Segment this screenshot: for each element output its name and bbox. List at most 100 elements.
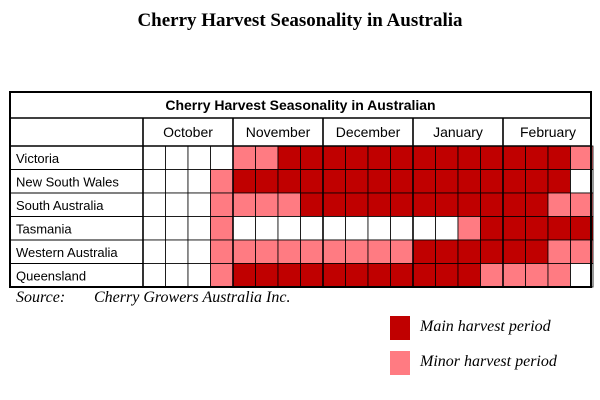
harvest-cells <box>142 145 594 288</box>
harvest-cell <box>165 192 189 217</box>
harvest-cell <box>502 169 526 194</box>
harvest-cell <box>480 145 504 170</box>
harvest-cell <box>277 263 301 288</box>
harvest-cell <box>300 216 324 241</box>
harvest-cell <box>547 263 571 288</box>
harvest-cell <box>367 216 391 241</box>
harvest-cell <box>525 145 549 170</box>
harvest-cell <box>457 169 481 194</box>
harvest-cell <box>502 145 526 170</box>
harvest-cell <box>187 169 211 194</box>
harvest-cell <box>165 169 189 194</box>
harvest-cell <box>390 192 414 217</box>
harvest-cell <box>547 192 571 217</box>
harvest-cell <box>480 192 504 217</box>
harvest-cell <box>367 239 391 264</box>
harvest-cell <box>142 192 166 217</box>
harvest-cell <box>435 239 459 264</box>
harvest-cell <box>322 263 346 288</box>
harvest-cell <box>547 216 571 241</box>
harvest-cell <box>300 169 324 194</box>
harvest-cell <box>187 239 211 264</box>
harvest-cell <box>412 239 436 264</box>
harvest-cell <box>525 263 549 288</box>
harvest-cell <box>570 263 594 288</box>
harvest-cell <box>480 216 504 241</box>
page-title: Cherry Harvest Seasonality in Australia <box>137 10 463 31</box>
harvest-cell <box>435 192 459 217</box>
harvest-cell <box>322 192 346 217</box>
harvest-cell <box>142 263 166 288</box>
harvest-cell <box>277 169 301 194</box>
harvest-cell <box>142 169 166 194</box>
harvest-cell <box>502 239 526 264</box>
month-label: January <box>433 124 483 140</box>
source-label: Source: <box>16 289 66 306</box>
harvest-cell <box>480 169 504 194</box>
legend-swatch-minor <box>390 351 410 375</box>
harvest-cell <box>142 239 166 264</box>
harvest-cell <box>165 216 189 241</box>
harvest-cell <box>547 169 571 194</box>
harvest-cell <box>457 263 481 288</box>
harvest-cell <box>255 169 279 194</box>
harvest-cell <box>322 169 346 194</box>
harvest-cell <box>322 239 346 264</box>
harvest-cell <box>390 169 414 194</box>
harvest-cell <box>547 239 571 264</box>
harvest-cell <box>457 145 481 170</box>
harvest-cell <box>210 216 234 241</box>
harvest-cell <box>390 239 414 264</box>
harvest-cell <box>255 192 279 217</box>
harvest-cell <box>345 216 369 241</box>
harvest-cell <box>525 239 549 264</box>
harvest-cell <box>412 145 436 170</box>
harvest-cell <box>277 239 301 264</box>
harvest-cell <box>255 263 279 288</box>
harvest-cell <box>165 145 189 170</box>
region-label: Western Australia <box>16 245 118 260</box>
harvest-cell <box>367 169 391 194</box>
harvest-cell <box>300 263 324 288</box>
harvest-cell <box>457 239 481 264</box>
harvest-cell <box>210 145 234 170</box>
month-label: November <box>246 124 311 140</box>
harvest-cell <box>300 145 324 170</box>
harvest-cell <box>570 239 594 264</box>
harvest-cell <box>525 169 549 194</box>
harvest-cell <box>165 263 189 288</box>
harvest-cell <box>187 192 211 217</box>
harvest-cell <box>412 263 436 288</box>
legend-label-main: Main harvest period <box>420 318 551 335</box>
harvest-cell <box>502 263 526 288</box>
harvest-cell <box>547 145 571 170</box>
legend-swatch-main <box>390 316 410 340</box>
harvest-cell <box>277 145 301 170</box>
harvest-cell <box>187 216 211 241</box>
harvest-cell <box>412 192 436 217</box>
region-label: South Australia <box>16 198 104 213</box>
table-border <box>9 91 592 288</box>
harvest-cell <box>232 216 256 241</box>
harvest-cell <box>435 263 459 288</box>
region-label: Tasmania <box>16 221 72 236</box>
harvest-cell <box>322 145 346 170</box>
harvest-cell <box>457 192 481 217</box>
harvest-cell <box>322 216 346 241</box>
harvest-cell <box>435 169 459 194</box>
harvest-cell <box>345 145 369 170</box>
harvest-cell <box>390 216 414 241</box>
source-line: Source: Cherry Growers Australia Inc. <box>16 289 290 307</box>
harvest-cell <box>457 216 481 241</box>
legend-label-minor: Minor harvest period <box>420 353 557 370</box>
harvest-cell <box>435 145 459 170</box>
region-label: Queensland <box>16 268 86 283</box>
month-label: December <box>336 124 401 140</box>
harvest-cell <box>165 239 189 264</box>
harvest-cell <box>480 239 504 264</box>
harvest-cell <box>142 145 166 170</box>
harvest-cell <box>390 145 414 170</box>
harvest-cell <box>502 216 526 241</box>
harvest-cell <box>390 263 414 288</box>
month-label: October <box>163 124 213 140</box>
